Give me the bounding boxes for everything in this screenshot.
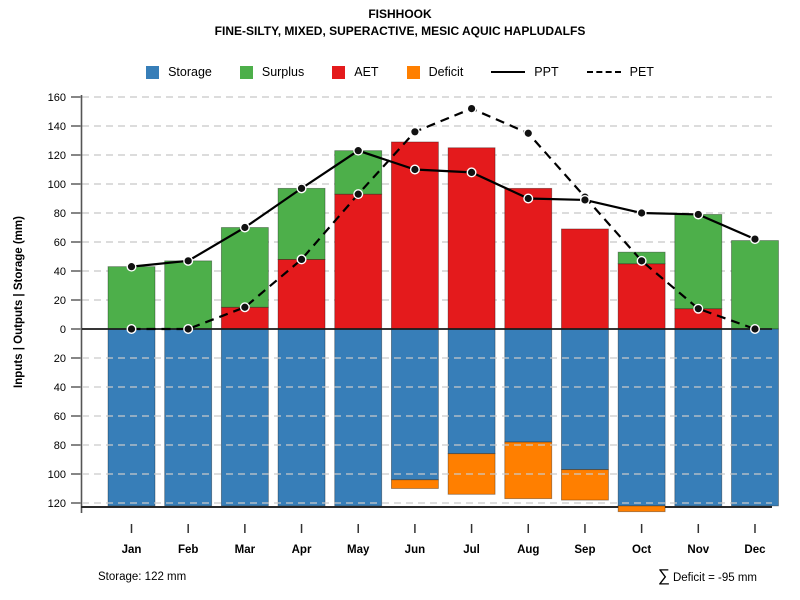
legend-label: PPT xyxy=(534,65,559,79)
svg-text:100: 100 xyxy=(48,179,66,191)
legend-item-deficit: Deficit xyxy=(406,65,464,79)
svg-text:Dec: Dec xyxy=(744,544,766,556)
svg-text:Nov: Nov xyxy=(687,544,709,556)
svg-text:Oct: Oct xyxy=(632,544,651,556)
svg-text:80: 80 xyxy=(54,208,66,220)
page-title: FISHHOOK xyxy=(368,7,432,21)
svg-text:20: 20 xyxy=(54,295,66,307)
svg-text:40: 40 xyxy=(54,266,66,278)
page-subtitle: FINE-SILTY, MIXED, SUPERACTIVE, MESIC AQ… xyxy=(214,24,586,38)
legend-item-surplus: Surplus xyxy=(239,65,305,79)
deficit-swatch-icon xyxy=(406,65,420,79)
svg-text:0: 0 xyxy=(60,324,66,336)
svg-text:100: 100 xyxy=(48,469,66,481)
legend-item-ppt: PPT xyxy=(491,65,559,79)
storage-swatch-icon xyxy=(146,65,160,79)
svg-text:Mar: Mar xyxy=(235,544,256,556)
svg-text:160: 160 xyxy=(48,92,66,104)
svg-text:20: 20 xyxy=(54,353,66,365)
legend-item-pet: PET xyxy=(586,65,654,79)
svg-text:120: 120 xyxy=(48,498,66,510)
legend-label: Storage xyxy=(168,65,212,79)
solid-line-icon xyxy=(491,71,526,73)
svg-text:Aug: Aug xyxy=(517,544,539,556)
legend-label: AET xyxy=(354,65,379,79)
deficit-annotation: ∑ Deficit = -95 mm xyxy=(657,566,757,585)
svg-text:Feb: Feb xyxy=(178,544,198,556)
svg-text:Jan: Jan xyxy=(122,544,142,556)
legend-label: Deficit xyxy=(428,65,464,79)
svg-text:Sep: Sep xyxy=(574,544,595,556)
svg-text:May: May xyxy=(347,544,370,556)
legend-item-aet: AET xyxy=(332,65,379,79)
svg-text:120: 120 xyxy=(48,150,66,162)
dashed-line-icon xyxy=(586,71,621,73)
svg-text:60: 60 xyxy=(54,411,66,423)
svg-text:60: 60 xyxy=(54,237,66,249)
legend-label: PET xyxy=(629,65,654,79)
svg-text:Apr: Apr xyxy=(292,544,312,556)
svg-text:Jun: Jun xyxy=(405,544,425,556)
aet-swatch-icon xyxy=(332,65,346,79)
legend-item-storage: Storage xyxy=(146,65,212,79)
legend-label: Surplus xyxy=(261,65,305,79)
svg-text:140: 140 xyxy=(48,121,66,133)
svg-text:Inputs | Outputs | Storage (m: Inputs | Outputs | Storage (mm) xyxy=(13,216,25,388)
svg-text:80: 80 xyxy=(54,440,66,452)
svg-text:40: 40 xyxy=(54,382,66,394)
surplus-swatch-icon xyxy=(239,65,253,79)
sigma-symbol: ∑ xyxy=(657,566,670,585)
legend: Storage Surplus AET Deficit PPT PET xyxy=(0,65,800,79)
svg-text:Jul: Jul xyxy=(463,544,480,556)
storage-annotation: Storage: 122 mm xyxy=(98,571,187,583)
